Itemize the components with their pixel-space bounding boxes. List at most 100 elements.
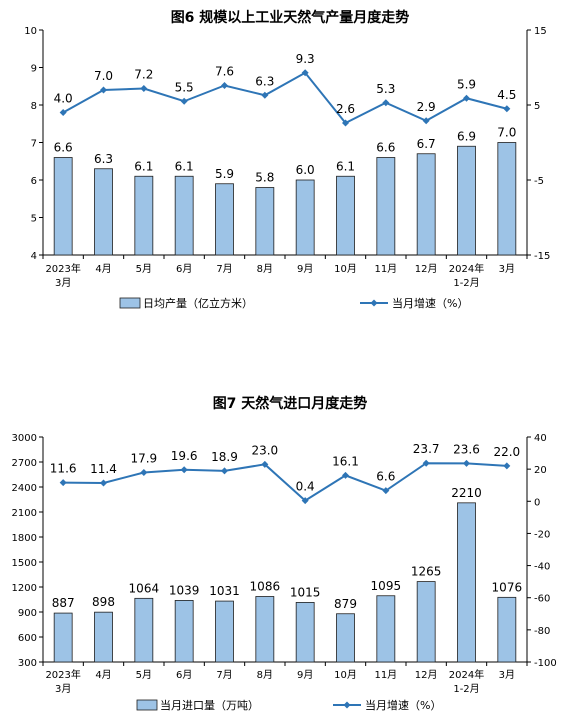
x-tick-label: 5月: [136, 263, 152, 275]
line-point: [140, 469, 148, 477]
line-point: [382, 487, 390, 495]
line-value-label: 23.0: [251, 443, 278, 457]
bar-value-label: 6.6: [54, 141, 73, 155]
line-point: [301, 497, 309, 505]
growth-line: [63, 462, 507, 502]
bar-value-label: 6.9: [457, 129, 476, 143]
line-point: [382, 99, 390, 107]
left-tick-label: 10: [24, 26, 37, 37]
line-value-label: 11.4: [90, 462, 117, 476]
bar: [295, 179, 315, 256]
line-point: [301, 69, 309, 77]
chart-title: 图7 天然气进口月度走势: [213, 395, 368, 412]
x-tick-label: 6月: [176, 669, 192, 681]
legend-bar-swatch: [119, 297, 141, 309]
line-point: [261, 91, 269, 99]
x-tick-label: 2024年 1-2月: [449, 668, 484, 695]
bar: [53, 612, 73, 663]
chart-6: 图6 规模以上工业天然气产量月度走势 4 5 6 7 8 9 10 -15 -5 5 15 2023年 3…: [24, 9, 550, 310]
bar: [134, 175, 154, 256]
right-tick-label: -15: [534, 251, 550, 262]
x-tick-label: 3月: [499, 669, 515, 681]
bar-value-label: 2210: [451, 486, 482, 500]
bar-value-label: 6.7: [417, 137, 436, 151]
line-value-label: 6.3: [255, 74, 274, 88]
bar: [416, 581, 436, 663]
right-tick-label: -40: [534, 562, 550, 573]
bar: [94, 611, 113, 663]
x-tick-label: 2023年 3月: [45, 262, 80, 289]
left-tick-label: 600: [18, 633, 37, 644]
growth-line: [62, 71, 508, 125]
x-tick-label: 9月: [297, 669, 313, 681]
right-tick-label: -20: [534, 529, 550, 540]
line-point: [221, 82, 228, 89]
right-tick-label: 5: [534, 101, 540, 112]
x-tick-label-line: 2023年: [45, 262, 80, 275]
bar-value-label: 5.9: [215, 167, 234, 181]
legend-bar-label: 日均产量（亿立方米）: [143, 296, 253, 310]
x-tick-label: 10月: [334, 263, 357, 275]
line-point: [342, 119, 349, 127]
bar-value-label: 1095: [371, 579, 402, 593]
bar-value-label: 6.0: [296, 163, 315, 177]
chart-7: 图7 天然气进口月度走势 300 600 900 1200 1500 1800 2100 240…: [12, 395, 557, 712]
left-tick-label: 2100: [12, 508, 37, 519]
x-tick-label-line: 2023年: [45, 668, 80, 681]
line-point: [422, 459, 430, 467]
line-point: [221, 467, 228, 475]
line-value-label: 18.9: [211, 450, 238, 464]
line-value-label: 11.6: [50, 462, 77, 476]
line-value-label: 5.9: [457, 77, 476, 91]
x-tick-label: 12月: [415, 669, 438, 681]
line-value-label: 5.3: [376, 82, 395, 96]
bar: [53, 157, 73, 256]
right-tick-label: -80: [534, 626, 550, 637]
left-tick-label: 9: [31, 64, 37, 75]
x-tick-label: 7月: [216, 669, 232, 681]
line-point: [59, 479, 67, 487]
left-tick-label: 300: [18, 658, 37, 669]
bar: [215, 600, 234, 663]
line-value-label: 17.9: [130, 452, 157, 466]
bar-value-label: 879: [334, 597, 357, 611]
bar: [497, 596, 517, 663]
chart-title: 图6 规模以上工业天然气产量月度走势: [171, 9, 410, 26]
bar: [174, 600, 194, 663]
bar-value-label: 5.8: [255, 171, 274, 185]
left-tick-label: 8: [31, 101, 37, 112]
line-point: [261, 460, 269, 468]
line-value-label: 23.6: [453, 442, 480, 456]
line-value-label: 7.0: [94, 69, 113, 83]
legend-bar-label: 当月进口量（万吨）: [160, 698, 259, 712]
bar-value-label: 7.0: [497, 126, 516, 140]
right-tick-label: 40: [534, 433, 547, 444]
x-tick-label: 5月: [136, 669, 152, 681]
bar: [416, 153, 436, 256]
bar-value-label: 6.1: [336, 159, 355, 173]
x-tick-label-line: 1-2月: [453, 683, 479, 695]
line-point: [463, 94, 470, 102]
x-tick-label: 9月: [297, 263, 313, 275]
bar: [457, 502, 476, 663]
line-value-label: 22.0: [493, 445, 520, 459]
bar-value-label: 1076: [492, 580, 523, 594]
x-tick-label: 7月: [216, 263, 232, 275]
left-tick-label: 2700: [12, 458, 37, 469]
right-tick-label: -100: [534, 658, 557, 669]
bar: [336, 613, 355, 663]
line-value-label: 7.6: [215, 65, 234, 79]
bar-value-label: 6.1: [134, 159, 153, 173]
line-value-label: 4.0: [54, 92, 73, 106]
x-tick-label: 3月: [499, 263, 515, 275]
line-point: [422, 117, 430, 125]
line-point: [100, 479, 107, 487]
left-tick-label: 1200: [12, 583, 37, 594]
line-value-label: 2.9: [417, 100, 436, 114]
left-tick-label: 2400: [12, 483, 37, 494]
bar-value-label: 1064: [129, 581, 160, 595]
bar-value-label: 1086: [250, 580, 281, 594]
line-value-label: 6.6: [376, 470, 395, 484]
bar: [295, 602, 315, 663]
